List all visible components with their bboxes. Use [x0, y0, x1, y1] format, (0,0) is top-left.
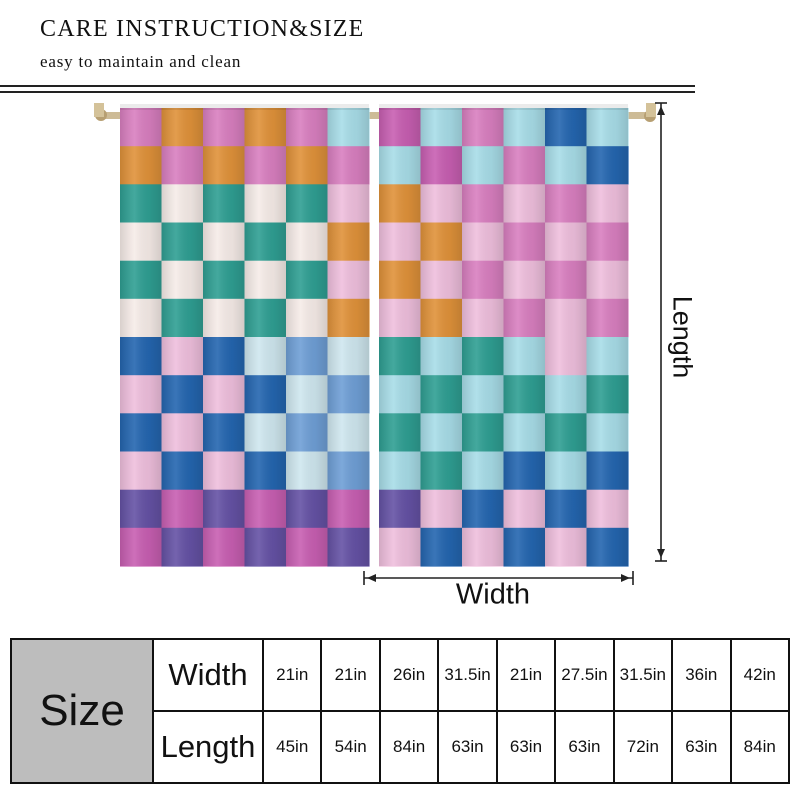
- divider-bottom: [0, 91, 695, 93]
- rod-bracket-right: [646, 103, 656, 117]
- width-cell: 21in: [261, 638, 323, 712]
- curtain-rod-pocket: [120, 104, 369, 110]
- length-cell: 84in: [729, 710, 790, 784]
- curtain-fold-shading: [244, 108, 286, 566]
- curtain-rod-pocket: [379, 104, 628, 110]
- length-cell: 54in: [320, 710, 381, 784]
- width-cell: 31.5in: [612, 638, 674, 712]
- width-row-label: Width: [152, 638, 264, 712]
- curtain-fold-shading: [203, 108, 245, 566]
- width-cell: 21in: [320, 638, 381, 712]
- page-subtitle: easy to maintain and clean: [40, 52, 242, 71]
- curtain-fold-shading: [161, 108, 203, 566]
- curtain-fold-shading: [586, 108, 628, 566]
- width-dimension-line: [363, 571, 634, 585]
- curtain-fold-shading: [503, 108, 545, 566]
- table-row-length: Length 45in 54in 84in 63in 63in 63in 72i…: [11, 710, 790, 784]
- curtain-fold-shading: [286, 108, 328, 566]
- length-cell: 72in: [612, 710, 674, 784]
- width-cell: 36in: [671, 638, 732, 712]
- width-cell: 31.5in: [437, 638, 498, 712]
- curtain-panel-right: [379, 104, 629, 567]
- length-cell: 63in: [554, 710, 615, 784]
- width-cell: 21in: [495, 638, 557, 712]
- width-cell: 26in: [378, 638, 440, 712]
- length-cell: 45in: [261, 710, 323, 784]
- length-cell: 84in: [378, 710, 440, 784]
- length-row-label: Length: [152, 710, 264, 784]
- divider-top: [0, 85, 695, 87]
- table-row-width: Size Width 21in 21in 26in 31.5in 21in 27…: [10, 638, 790, 784]
- length-cell: 63in: [495, 710, 557, 784]
- curtain-panel-left: [120, 104, 370, 567]
- size-header: Size: [10, 638, 154, 784]
- curtain-fold-shading: [327, 108, 369, 566]
- curtain-fold-shading: [120, 108, 162, 566]
- length-cell: 63in: [671, 710, 732, 784]
- width-label: Width: [455, 578, 531, 611]
- curtain-fold-shading: [462, 108, 504, 566]
- curtain-fold-shading: [545, 108, 587, 566]
- curtain-illustration: [94, 102, 667, 585]
- rod-bracket-left: [94, 103, 104, 117]
- page-title: CARE INSTRUCTION&SIZE: [40, 16, 365, 42]
- length-label: Length: [667, 295, 698, 379]
- size-table: Size Width 21in 21in 26in 31.5in 21in 27…: [10, 638, 790, 784]
- width-cell: 42in: [729, 638, 790, 712]
- width-cell: 27.5in: [554, 638, 615, 712]
- curtain-fold-shading: [420, 108, 462, 566]
- curtain-fold-shading: [379, 108, 421, 566]
- length-dimension-line: [655, 102, 667, 562]
- length-cell: 63in: [437, 710, 498, 784]
